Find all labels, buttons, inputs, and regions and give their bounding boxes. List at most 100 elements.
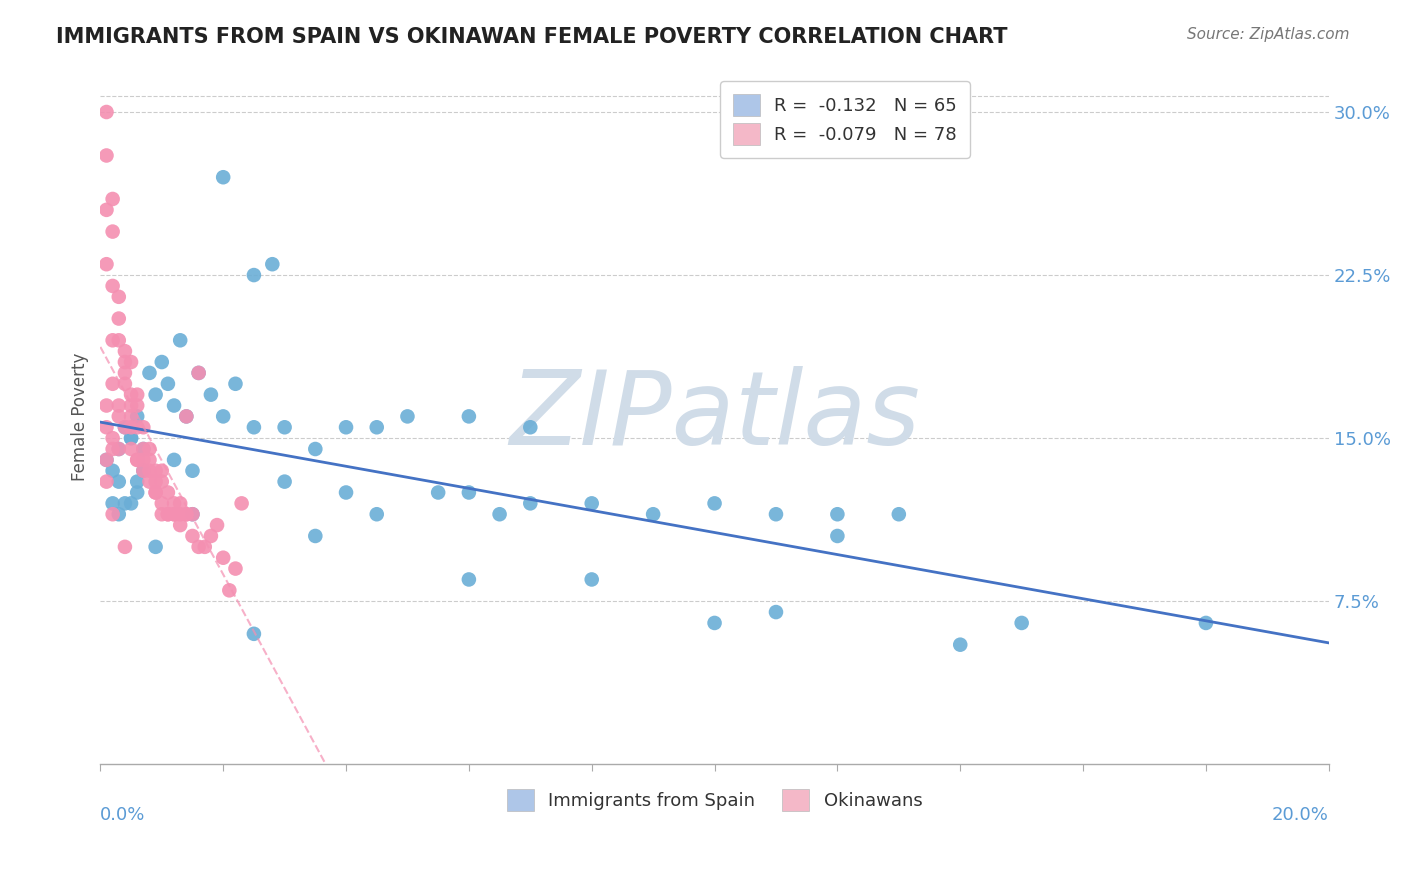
Point xyxy=(243,627,266,641)
Point xyxy=(120,420,142,434)
Point xyxy=(101,376,124,391)
Point xyxy=(120,431,142,445)
Point xyxy=(581,573,603,587)
Legend: Immigrants from Spain, Okinawans: Immigrants from Spain, Okinawans xyxy=(499,781,929,818)
Point xyxy=(457,485,479,500)
Point xyxy=(194,540,217,554)
Point xyxy=(200,529,222,543)
Point xyxy=(107,507,129,521)
Point xyxy=(138,475,160,489)
Point xyxy=(101,225,124,239)
Point xyxy=(107,442,129,456)
Point xyxy=(120,409,142,424)
Point xyxy=(145,485,167,500)
Point xyxy=(101,442,124,456)
Point xyxy=(181,529,204,543)
Point xyxy=(107,399,129,413)
Point xyxy=(273,420,295,434)
Point xyxy=(156,507,179,521)
Point xyxy=(96,202,118,217)
Point xyxy=(150,507,173,521)
Point xyxy=(107,290,129,304)
Point xyxy=(101,279,124,293)
Text: 0.0%: 0.0% xyxy=(100,806,146,824)
Point xyxy=(218,583,240,598)
Point xyxy=(114,540,136,554)
Point xyxy=(120,387,142,401)
Point xyxy=(181,464,204,478)
Point xyxy=(107,475,129,489)
Point xyxy=(163,453,186,467)
Text: 20.0%: 20.0% xyxy=(1272,806,1329,824)
Point xyxy=(120,355,142,369)
Point xyxy=(156,376,179,391)
Point xyxy=(101,431,124,445)
Point xyxy=(1011,615,1033,630)
Point xyxy=(231,496,253,510)
Point xyxy=(262,257,284,271)
Point xyxy=(107,311,129,326)
Point xyxy=(703,615,725,630)
Point xyxy=(887,507,910,521)
Point xyxy=(114,355,136,369)
Text: ZIPatlas: ZIPatlas xyxy=(509,367,920,467)
Point xyxy=(107,333,129,347)
Point xyxy=(96,453,118,467)
Point xyxy=(114,344,136,359)
Point xyxy=(150,496,173,510)
Point xyxy=(703,496,725,510)
Point xyxy=(212,409,235,424)
Point xyxy=(145,540,167,554)
Point xyxy=(457,573,479,587)
Point xyxy=(181,507,204,521)
Point xyxy=(212,170,235,185)
Point xyxy=(120,431,142,445)
Point xyxy=(243,268,266,282)
Point xyxy=(96,105,118,120)
Point xyxy=(187,366,209,380)
Point xyxy=(827,507,849,521)
Point xyxy=(304,442,326,456)
Point xyxy=(765,605,787,619)
Point xyxy=(127,409,149,424)
Point xyxy=(200,387,222,401)
Point xyxy=(150,355,173,369)
Point xyxy=(120,496,142,510)
Point xyxy=(96,399,118,413)
Point xyxy=(114,376,136,391)
Point xyxy=(519,420,541,434)
Point xyxy=(101,507,124,521)
Text: IMMIGRANTS FROM SPAIN VS OKINAWAN FEMALE POVERTY CORRELATION CHART: IMMIGRANTS FROM SPAIN VS OKINAWAN FEMALE… xyxy=(56,27,1008,46)
Point xyxy=(205,518,228,533)
Point xyxy=(138,442,160,456)
Point xyxy=(163,507,186,521)
Point xyxy=(169,518,191,533)
Point xyxy=(169,333,191,347)
Point xyxy=(181,507,204,521)
Point xyxy=(127,399,149,413)
Point xyxy=(101,333,124,347)
Point xyxy=(96,420,118,434)
Point xyxy=(132,420,155,434)
Point xyxy=(138,453,160,467)
Point xyxy=(145,464,167,478)
Point xyxy=(176,507,198,521)
Point xyxy=(132,442,155,456)
Point xyxy=(96,257,118,271)
Point xyxy=(132,442,155,456)
Point xyxy=(643,507,665,521)
Point xyxy=(101,496,124,510)
Point xyxy=(107,442,129,456)
Point xyxy=(176,409,198,424)
Point xyxy=(101,464,124,478)
Point xyxy=(150,464,173,478)
Point xyxy=(120,442,142,456)
Point xyxy=(366,420,388,434)
Point xyxy=(145,485,167,500)
Point xyxy=(96,453,118,467)
Point xyxy=(114,496,136,510)
Point xyxy=(138,464,160,478)
Point xyxy=(176,409,198,424)
Point xyxy=(169,507,191,521)
Point xyxy=(114,420,136,434)
